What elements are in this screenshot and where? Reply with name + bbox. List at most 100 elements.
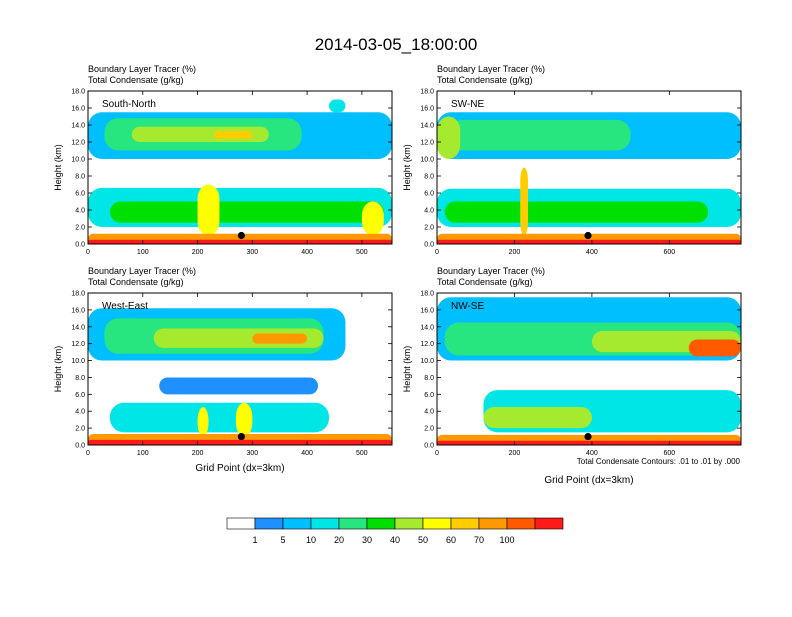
panel-west-east: Boundary Layer Tracer (%)Total Condensat… [53,266,393,474]
y-tick-label: 12.0 [71,140,85,147]
y-tick-label: 16.0 [71,307,85,314]
tracer-field [437,112,741,244]
colorbar-label: 5 [280,535,285,545]
x-tick-label: 300 [246,450,258,457]
tracer-region [235,402,253,437]
y-tick-label: 14.0 [71,324,85,331]
colorbar-label: 20 [334,535,344,545]
y-tick-label: 18.0 [420,89,434,96]
colorbar-label: 50 [418,535,428,545]
colorbar-label: 30 [362,535,372,545]
y-tick-label: 10.0 [71,157,85,164]
condensate-contours-note: Total Condensate Contours: .01 to .01 by… [577,457,741,466]
x-tick-label: 400 [301,249,313,256]
y-tick-label: 0.0 [75,242,85,249]
tracer-region [483,407,592,429]
x-tick-label: 100 [137,450,149,457]
panel-title-line1: Boundary Layer Tracer (%) [437,64,545,74]
panel-title-line2: Total Condensate (g/kg) [88,277,184,287]
x-tick-label: 200 [509,450,521,457]
colorbar-swatch [506,517,536,530]
y-tick-label: 0.0 [424,443,434,450]
y-tick-label: 4.0 [424,208,434,215]
y-tick-label: 14.0 [71,123,85,130]
colorbar-swatch [534,517,564,530]
panel-title-line2: Total Condensate (g/kg) [88,75,184,85]
tracer-region [197,184,220,236]
tracer-region [329,99,346,113]
y-tick-label: 4.0 [424,409,434,416]
tracer-region [688,339,741,357]
y-tick-label: 4.0 [75,208,85,215]
colorbar: 1 5 10 20 30 40 50 60 70 100 [226,517,564,545]
panel-label: West-East [102,301,148,312]
x-tick-label: 400 [586,450,598,457]
colorbar-label: 40 [390,535,400,545]
y-tick-label: 10.0 [71,358,85,365]
y-tick-label: 12.0 [420,341,434,348]
figure-title: 2014-03-05_18:00:00 [315,35,478,54]
y-tick-label: 12.0 [420,140,434,147]
panel-sw-ne: Boundary Layer Tracer (%)Total Condensat… [402,64,742,256]
colorbar-swatch [422,517,452,530]
tracer-region [88,239,392,244]
y-tick-label: 8.0 [424,375,434,382]
tracer-field [88,99,392,244]
panel-label: SW-NE [451,99,484,110]
y-tick-label: 6.0 [75,191,85,198]
y-tick-label: 6.0 [424,392,434,399]
y-tick-label: 6.0 [75,392,85,399]
tracer-region [159,377,319,395]
y-tick-label: 8.0 [75,174,85,181]
panel-nw-se: Boundary Layer Tracer (%)Total Condensat… [402,266,742,486]
y-tick-label: 8.0 [424,174,434,181]
tracer-region [437,440,741,445]
colorbar-swatch [310,517,340,530]
panel-label: NW-SE [451,301,484,312]
y-tick-label: 12.0 [71,341,85,348]
y-tick-label: 2.0 [75,426,85,433]
y-axis-label: Height (km) [53,346,63,393]
x-tick-label: 500 [356,450,368,457]
colorbar-swatch [450,517,480,530]
y-tick-label: 2.0 [75,225,85,232]
x-tick-label: 200 [192,249,204,256]
plot-frame [87,292,393,446]
tracer-region [448,119,631,151]
y-axis-label: Height (km) [402,144,412,191]
y-tick-label: 16.0 [71,106,85,113]
plot-frame [436,292,742,446]
y-tick-label: 18.0 [71,291,85,298]
tracer-region [520,167,529,236]
plot-frame [436,90,742,245]
x-axis-label: Grid Point (dx=3km) [195,463,284,474]
x-tick-label: 200 [192,450,204,457]
location-marker [584,432,592,441]
colorbar-label: 70 [474,535,484,545]
colorbar-label: 10 [306,535,316,545]
panel-title-line1: Boundary Layer Tracer (%) [88,266,196,276]
panel-south-north: Boundary Layer Tracer (%)Total Condensat… [53,64,393,256]
y-tick-label: 0.0 [424,242,434,249]
plot-frame [87,90,393,245]
colorbar-swatch [478,517,508,530]
y-tick-label: 2.0 [424,426,434,433]
panel-title-line2: Total Condensate (g/kg) [437,277,533,287]
x-tick-label: 0 [86,249,90,256]
x-tick-label: 200 [509,249,521,256]
tracer-field [437,297,741,445]
x-tick-label: 300 [246,249,258,256]
colorbar-label: 1 [252,535,257,545]
y-tick-label: 14.0 [420,123,434,130]
tracer-region [437,239,741,244]
x-tick-label: 600 [664,450,676,457]
y-tick-label: 14.0 [420,324,434,331]
tracer-region [88,439,392,445]
x-axis-label: Grid Point (dx=3km) [544,475,633,486]
y-tick-label: 18.0 [420,291,434,298]
colorbar-swatch [394,517,424,530]
panel-title-line1: Boundary Layer Tracer (%) [437,266,545,276]
colorbar-swatch [338,517,368,530]
colorbar-swatch [226,517,256,530]
